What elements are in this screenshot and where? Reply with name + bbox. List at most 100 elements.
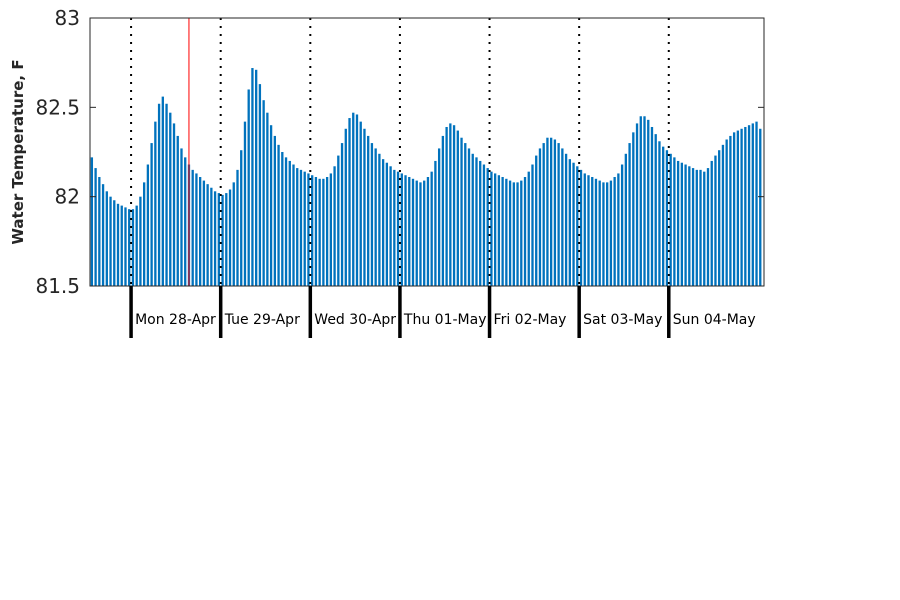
bar bbox=[396, 171, 400, 286]
bar bbox=[333, 166, 336, 286]
bar bbox=[411, 178, 415, 286]
bar bbox=[531, 164, 534, 286]
bar bbox=[673, 157, 676, 286]
bar bbox=[691, 168, 695, 286]
bar bbox=[699, 169, 702, 286]
bar bbox=[759, 128, 762, 286]
day-label: Sat 03-May bbox=[583, 312, 662, 328]
bar bbox=[128, 209, 131, 286]
bar bbox=[684, 164, 687, 286]
bar bbox=[460, 137, 463, 286]
bar bbox=[508, 180, 512, 286]
bar bbox=[505, 178, 508, 286]
bar bbox=[434, 160, 437, 286]
bar bbox=[538, 148, 542, 286]
bar bbox=[639, 116, 642, 287]
bar bbox=[490, 171, 493, 286]
bar bbox=[609, 180, 613, 286]
bar bbox=[613, 177, 616, 286]
bar bbox=[688, 166, 691, 286]
bar bbox=[523, 177, 527, 286]
x-axis-day-ticks: Mon 28-Apr Tue 29-Apr Wed 30-Apr Thu 01-May… bbox=[129, 286, 756, 338]
bar bbox=[550, 137, 553, 286]
bar bbox=[124, 207, 127, 286]
bar bbox=[288, 160, 291, 286]
bar bbox=[277, 144, 280, 286]
bar bbox=[90, 157, 94, 286]
bar bbox=[445, 126, 448, 287]
bar bbox=[654, 134, 657, 286]
bar bbox=[243, 121, 247, 286]
bar bbox=[419, 182, 422, 286]
bar bbox=[228, 189, 232, 286]
bar bbox=[437, 148, 441, 286]
bar bbox=[385, 162, 389, 286]
bar bbox=[367, 135, 370, 286]
bar bbox=[658, 141, 661, 286]
bar bbox=[408, 177, 411, 286]
bar bbox=[628, 143, 631, 286]
bar bbox=[404, 175, 407, 286]
bar bbox=[572, 162, 575, 286]
bar bbox=[213, 191, 217, 286]
bar bbox=[714, 155, 717, 286]
bar bbox=[318, 178, 321, 286]
bar bbox=[676, 160, 680, 286]
plot-frame bbox=[89, 17, 765, 287]
day-label: Mon 28-Apr bbox=[135, 312, 216, 328]
bar bbox=[344, 128, 347, 286]
bar bbox=[232, 182, 235, 286]
bar bbox=[120, 205, 123, 286]
bar bbox=[269, 125, 273, 286]
bar bbox=[632, 132, 635, 286]
bar bbox=[535, 155, 538, 286]
bar bbox=[314, 177, 318, 286]
bar bbox=[202, 180, 206, 286]
bar bbox=[217, 193, 220, 286]
bar bbox=[311, 175, 314, 286]
y-tick-label: 82.5 bbox=[35, 95, 80, 119]
bar bbox=[591, 177, 594, 286]
bar bbox=[740, 128, 743, 286]
bar bbox=[381, 159, 385, 286]
bar bbox=[296, 168, 299, 286]
bar bbox=[620, 164, 624, 286]
bar bbox=[497, 175, 501, 286]
bar bbox=[441, 135, 445, 286]
bar bbox=[542, 143, 545, 286]
bar bbox=[266, 112, 269, 286]
bar bbox=[258, 84, 262, 286]
y-tick-label: 81.5 bbox=[35, 274, 80, 298]
bar bbox=[635, 123, 639, 286]
bar bbox=[299, 169, 303, 286]
bar bbox=[281, 152, 284, 286]
bar bbox=[303, 171, 306, 286]
bar bbox=[553, 139, 557, 286]
bar bbox=[236, 169, 239, 286]
bar bbox=[184, 157, 187, 286]
bar bbox=[587, 175, 590, 286]
bar bbox=[449, 123, 452, 286]
bar bbox=[251, 68, 254, 286]
bar bbox=[464, 143, 467, 286]
bars-group bbox=[90, 68, 762, 287]
bar bbox=[456, 130, 459, 286]
day-label: Tue 29-Apr bbox=[224, 312, 300, 328]
bar bbox=[113, 200, 116, 286]
bar bbox=[247, 89, 250, 286]
y-tick-label: 82 bbox=[55, 185, 80, 209]
bar bbox=[665, 150, 669, 286]
bar bbox=[172, 123, 176, 286]
bar bbox=[647, 119, 650, 286]
bar bbox=[370, 143, 374, 286]
bar bbox=[583, 173, 586, 286]
bar bbox=[736, 130, 740, 286]
bar bbox=[325, 177, 329, 286]
bar bbox=[732, 132, 736, 286]
bar bbox=[744, 126, 747, 287]
bar bbox=[389, 166, 392, 286]
bar bbox=[579, 169, 583, 286]
bar bbox=[154, 121, 157, 286]
bar bbox=[94, 168, 97, 286]
